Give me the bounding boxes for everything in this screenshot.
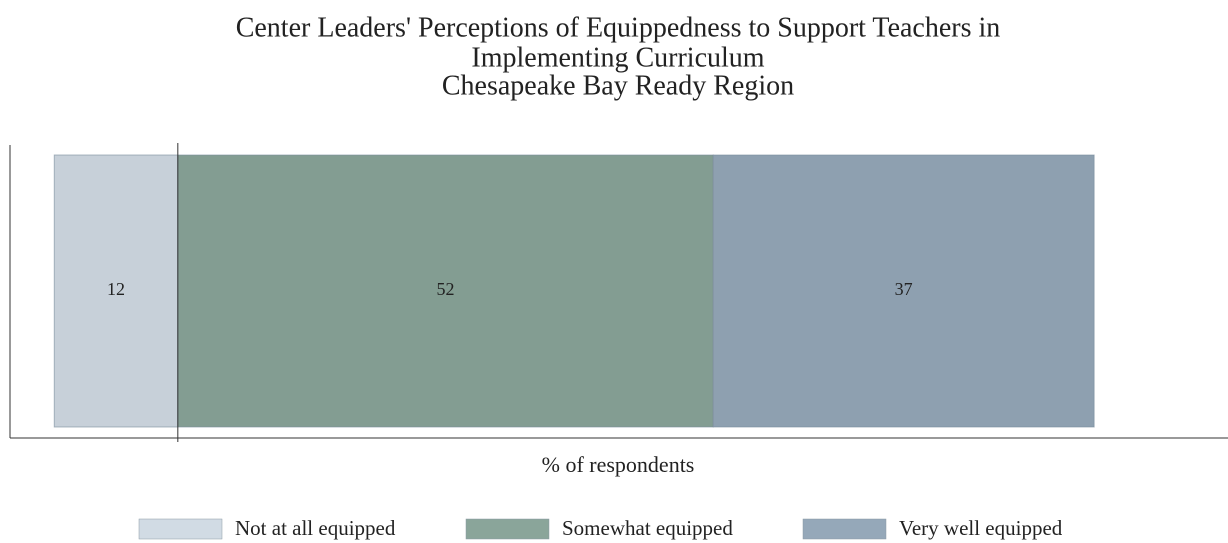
data-label: 37 — [895, 279, 913, 299]
data-label: 12 — [107, 279, 125, 299]
chart-title: Chesapeake Bay Ready Region — [442, 70, 794, 101]
legend-label: Not at all equipped — [235, 516, 396, 540]
legend-swatch — [465, 518, 550, 540]
data-label: 52 — [437, 279, 455, 299]
legend-label: Somewhat equipped — [562, 516, 733, 540]
bar-segment — [177, 154, 714, 428]
legend-swatch — [802, 518, 887, 540]
chart-title: Center Leaders' Perceptions of Equippedn… — [236, 12, 1001, 43]
chart-title: Implementing Curriculum — [471, 42, 764, 73]
x-axis-label: % of respondents — [542, 452, 695, 477]
legend-label: Very well equipped — [899, 516, 1063, 540]
bar-segment — [712, 154, 1095, 428]
bar-segment — [53, 154, 179, 428]
legend-swatch — [138, 518, 223, 540]
